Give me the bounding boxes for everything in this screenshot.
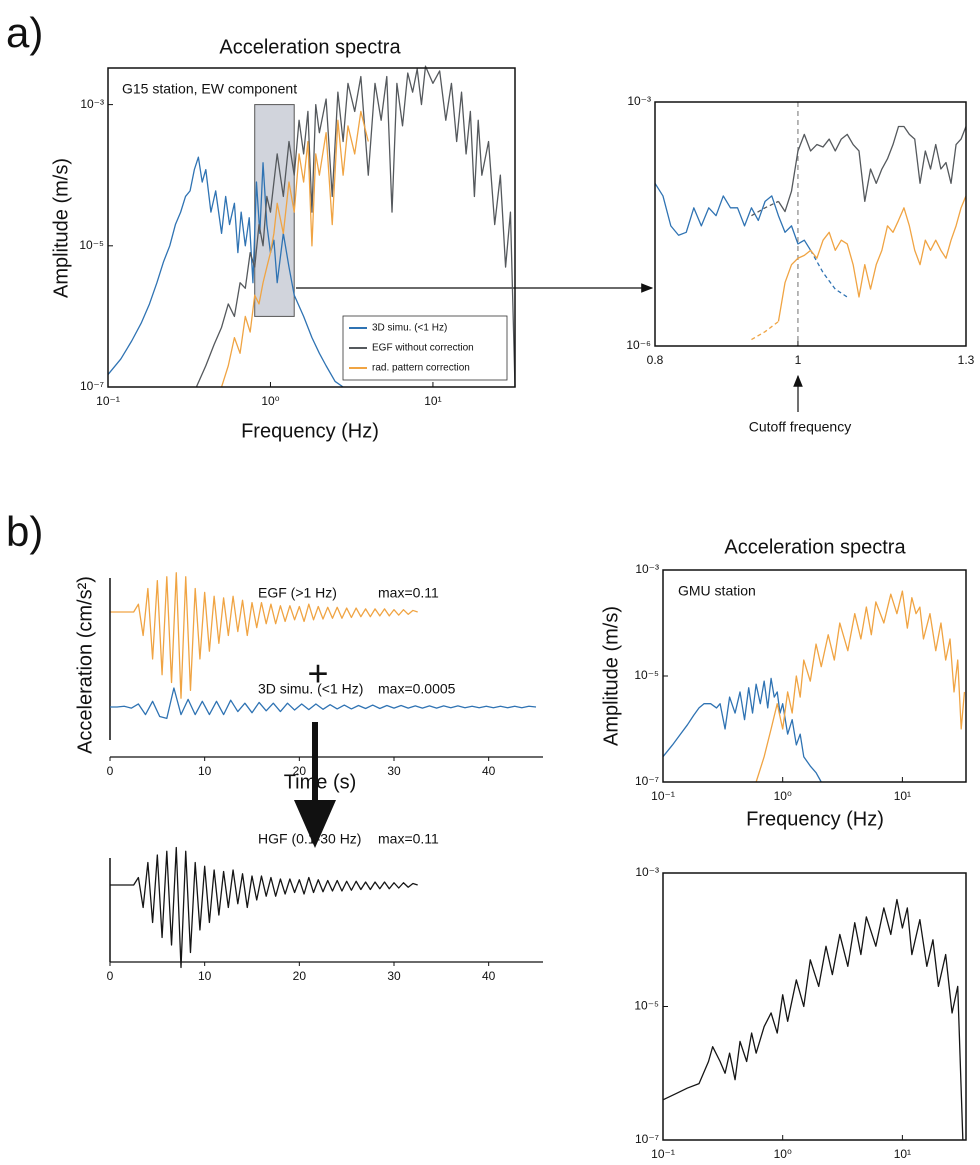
x-axis-label: Time (s)	[284, 771, 357, 793]
y-tick-label: 10⁻³	[635, 865, 659, 879]
plus-sign: +	[307, 653, 328, 694]
annotation: EGF (>1 Hz)	[258, 585, 337, 601]
x-tick-label: 40	[482, 969, 496, 983]
combine-arrow-head	[294, 800, 336, 848]
x-tick-label: 10⁰	[774, 789, 792, 803]
y-tick-label: 10⁻³	[635, 562, 659, 576]
y-tick-label: 10⁻⁷	[635, 1132, 659, 1146]
x-tick-label: 10¹	[894, 1147, 911, 1161]
x-tick-label: 10¹	[894, 789, 911, 803]
x-axis-label: Frequency (Hz)	[241, 420, 379, 442]
series-line	[662, 677, 822, 783]
x-tick-label: 30	[387, 969, 401, 983]
panel-label: a)	[6, 9, 43, 56]
y-tick-label: 10⁻³	[80, 97, 104, 111]
y-axis-label: Amplitude (m/s)	[600, 606, 622, 746]
x-tick-label: 0	[107, 969, 114, 983]
series-line	[110, 572, 418, 699]
x-tick-label: 10⁻¹	[651, 1147, 675, 1161]
legend-label: rad. pattern correction	[372, 363, 470, 374]
chart-title: Acceleration spectra	[219, 36, 401, 58]
series-line	[195, 65, 516, 388]
x-tick-label: 40	[482, 764, 496, 778]
series-line	[755, 590, 966, 783]
legend-label: 3D simu. (<1 Hz)	[372, 323, 447, 334]
series-line	[220, 110, 369, 388]
x-tick-label: 0	[107, 764, 114, 778]
x-tick-label: 1.3	[958, 353, 975, 367]
y-axis-label: Acceleration (cm/s²)	[74, 576, 96, 754]
y-tick-label: 10⁻⁵	[79, 238, 104, 252]
y-axis-label: Amplitude (m/s)	[50, 158, 72, 298]
series-line	[751, 200, 779, 217]
y-tick-label: 10⁻³	[627, 94, 651, 108]
series-line	[751, 321, 779, 341]
series-line	[110, 687, 537, 720]
plot-frame	[662, 872, 967, 1141]
x-tick-label: 1	[795, 353, 802, 367]
annotation: max=0.11	[378, 585, 439, 601]
panel-label: b)	[6, 508, 43, 555]
annotation: max=0.11	[378, 831, 439, 847]
series-line	[110, 846, 418, 969]
x-tick-label: 10	[198, 969, 212, 983]
annotation: 3D simu. (<1 Hz)	[258, 681, 363, 697]
legend-box	[342, 315, 508, 381]
y-tick-label: 10⁻⁶	[626, 338, 651, 352]
series-line	[107, 156, 344, 388]
y-tick-label: 10⁻⁵	[634, 668, 659, 682]
chart-title: Acceleration spectra	[724, 536, 906, 558]
annotation: G15 station, EW component	[122, 81, 297, 97]
y-tick-label: 10⁻⁵	[634, 999, 659, 1013]
x-tick-label: 10¹	[424, 394, 441, 408]
x-tick-label: 20	[293, 764, 307, 778]
annotation: HGF (0.1-30 Hz)	[258, 831, 361, 847]
x-tick-label: 10⁻¹	[96, 394, 120, 408]
plot-frame	[662, 569, 967, 783]
series-line	[662, 898, 964, 1141]
x-tick-label: 10⁰	[261, 394, 279, 408]
x-tick-label: 30	[387, 764, 401, 778]
x-tick-label: 10⁻¹	[651, 789, 675, 803]
x-tick-label: 10	[198, 764, 212, 778]
annotation: max=0.0005	[378, 681, 456, 697]
y-tick-label: 10⁻⁷	[635, 774, 659, 788]
x-tick-label: 20	[293, 969, 307, 983]
x-axis-label: Frequency (Hz)	[746, 808, 884, 830]
series-line	[777, 195, 967, 322]
x-tick-label: 0.8	[647, 353, 664, 367]
x-tick-label: 10⁰	[774, 1147, 792, 1161]
series-line	[654, 182, 812, 251]
annotation: GMU station	[678, 583, 756, 599]
series-line	[810, 250, 848, 298]
y-tick-label: 10⁻⁷	[80, 379, 104, 393]
plot-frame	[654, 101, 967, 347]
legend-label: EGF without correction	[372, 343, 474, 354]
series-line	[777, 125, 967, 213]
plot-frame	[107, 67, 516, 388]
annotation: Cutoff frequency	[749, 419, 851, 435]
